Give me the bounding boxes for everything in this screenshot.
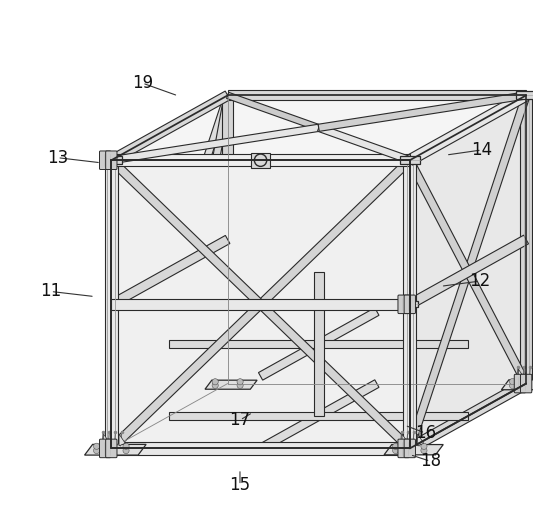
Polygon shape — [111, 124, 319, 164]
Text: 12: 12 — [469, 272, 490, 290]
Polygon shape — [402, 434, 408, 446]
FancyBboxPatch shape — [404, 439, 416, 458]
Polygon shape — [225, 93, 529, 386]
FancyBboxPatch shape — [521, 374, 532, 393]
Polygon shape — [166, 95, 231, 416]
Circle shape — [509, 379, 516, 384]
Circle shape — [537, 382, 543, 389]
Polygon shape — [109, 379, 230, 453]
Polygon shape — [112, 95, 526, 160]
Text: 16: 16 — [415, 424, 436, 442]
Polygon shape — [406, 158, 529, 385]
Polygon shape — [403, 160, 417, 448]
Circle shape — [237, 379, 243, 385]
Text: 18: 18 — [420, 452, 441, 470]
Polygon shape — [169, 412, 468, 421]
Circle shape — [509, 382, 516, 389]
Text: 15: 15 — [230, 476, 251, 494]
Text: 14: 14 — [471, 141, 492, 159]
Circle shape — [123, 447, 129, 454]
Polygon shape — [417, 434, 424, 446]
Polygon shape — [112, 154, 410, 166]
FancyBboxPatch shape — [99, 151, 111, 169]
Polygon shape — [169, 340, 468, 348]
Polygon shape — [105, 160, 118, 448]
Polygon shape — [518, 369, 524, 381]
Circle shape — [421, 443, 427, 449]
Polygon shape — [227, 95, 526, 383]
FancyBboxPatch shape — [99, 439, 111, 458]
Polygon shape — [109, 235, 230, 309]
Polygon shape — [227, 379, 526, 389]
Circle shape — [392, 447, 399, 454]
Polygon shape — [222, 95, 233, 383]
FancyBboxPatch shape — [398, 295, 409, 314]
Circle shape — [537, 379, 543, 384]
Polygon shape — [402, 301, 417, 308]
FancyBboxPatch shape — [105, 151, 117, 169]
Text: 13: 13 — [47, 149, 68, 167]
FancyBboxPatch shape — [398, 439, 409, 458]
Circle shape — [93, 443, 100, 449]
Circle shape — [212, 379, 218, 385]
Polygon shape — [501, 380, 552, 390]
Polygon shape — [119, 434, 125, 446]
Polygon shape — [314, 272, 324, 416]
Polygon shape — [227, 90, 526, 100]
FancyBboxPatch shape — [514, 374, 526, 393]
Polygon shape — [384, 445, 443, 455]
Polygon shape — [410, 95, 526, 448]
Text: 11: 11 — [40, 282, 61, 300]
Polygon shape — [534, 369, 540, 381]
FancyBboxPatch shape — [404, 295, 416, 314]
Polygon shape — [109, 91, 230, 165]
Circle shape — [392, 443, 399, 449]
Polygon shape — [226, 92, 320, 131]
Polygon shape — [101, 156, 121, 164]
Polygon shape — [84, 444, 146, 455]
Polygon shape — [112, 299, 410, 310]
Polygon shape — [108, 158, 231, 385]
Circle shape — [123, 443, 129, 449]
Polygon shape — [108, 94, 231, 449]
Polygon shape — [108, 157, 413, 452]
Text: 17: 17 — [230, 411, 251, 429]
Polygon shape — [258, 380, 379, 452]
Polygon shape — [108, 159, 173, 417]
Polygon shape — [205, 380, 257, 389]
Text: 19: 19 — [131, 74, 153, 92]
Polygon shape — [318, 92, 527, 132]
Polygon shape — [112, 95, 227, 448]
Polygon shape — [317, 124, 411, 164]
Polygon shape — [406, 94, 530, 449]
Polygon shape — [407, 90, 529, 165]
Circle shape — [93, 447, 100, 454]
Circle shape — [212, 382, 218, 389]
Polygon shape — [225, 93, 529, 386]
Polygon shape — [258, 308, 379, 380]
Polygon shape — [112, 442, 410, 455]
Polygon shape — [108, 157, 413, 452]
Polygon shape — [104, 434, 110, 446]
Polygon shape — [112, 160, 410, 448]
Circle shape — [421, 447, 427, 454]
Polygon shape — [400, 156, 420, 164]
Polygon shape — [521, 95, 532, 383]
FancyBboxPatch shape — [251, 153, 270, 168]
Polygon shape — [407, 235, 528, 309]
Polygon shape — [407, 379, 529, 453]
FancyBboxPatch shape — [105, 439, 117, 458]
Polygon shape — [516, 91, 537, 100]
Circle shape — [237, 382, 243, 389]
